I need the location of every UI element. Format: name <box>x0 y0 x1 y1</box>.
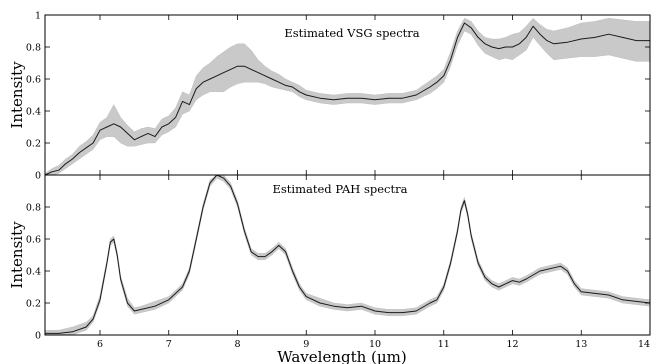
vsg-uncertainty-band <box>44 17 651 176</box>
pah-panel-frame <box>44 174 651 336</box>
vsg-panel-title: Estimated VSG spectra <box>284 26 419 40</box>
vsg-y-tick-label: 1 <box>35 11 41 22</box>
pah-x-tick-label: 11 <box>438 339 450 350</box>
vsg-axes: 0 0.2 0.4 0.6 0.8 1 <box>26 11 651 182</box>
vsg-y-tick-label: 0.8 <box>26 43 41 54</box>
pah-x-tick-label: 9 <box>303 339 309 350</box>
pah-y-tick-label: 0 <box>35 331 41 342</box>
pah-x-tick-label: 10 <box>369 339 381 350</box>
pah-axes: 6 7 8 9 10 11 12 13 14 0 0.2 0.4 0.6 0.8 <box>26 175 651 350</box>
pah-x-tick-label: 8 <box>234 339 240 350</box>
pah-x-tick-label: 13 <box>575 339 587 350</box>
vsg-spectrum-line <box>44 22 650 176</box>
vsg-panel: 0 0.2 0.4 0.6 0.8 1 Estimated VSG spectra Int… <box>8 11 651 182</box>
vsg-plot-area <box>44 17 651 176</box>
pah-panel: 6 7 8 9 10 11 12 13 14 0 0.2 0.4 0.6 0.8 Estimated PA… <box>8 174 651 350</box>
pah-x-tick-label: 7 <box>166 339 172 350</box>
vsg-y-tick-label: 0.6 <box>26 75 41 86</box>
pah-x-tick-label: 14 <box>638 339 650 350</box>
vsg-y-axis-label: Intensity <box>8 61 26 129</box>
pah-x-tick-label: 6 <box>97 339 103 350</box>
pah-y-tick-label: 0.6 <box>26 235 41 246</box>
vsg-y-tick-label: 0.4 <box>26 107 41 118</box>
vsg-y-tick-label: 0.2 <box>26 139 41 150</box>
pah-panel-title: Estimated PAH spectra <box>273 182 408 196</box>
pah-y-axis-label: Intensity <box>8 221 26 289</box>
pah-x-tick-label: 12 <box>506 339 518 350</box>
pah-plot-area <box>44 174 651 336</box>
vsg-y-tick-label: 0 <box>35 171 41 182</box>
pah-y-tick-label: 0.8 <box>26 203 41 214</box>
pah-spectrum-line <box>45 174 651 334</box>
pah-y-tick-label: 0.2 <box>26 299 41 310</box>
x-axis-label: Wavelength (µm) <box>277 348 406 364</box>
pah-y-tick-label: 0.4 <box>26 267 41 278</box>
